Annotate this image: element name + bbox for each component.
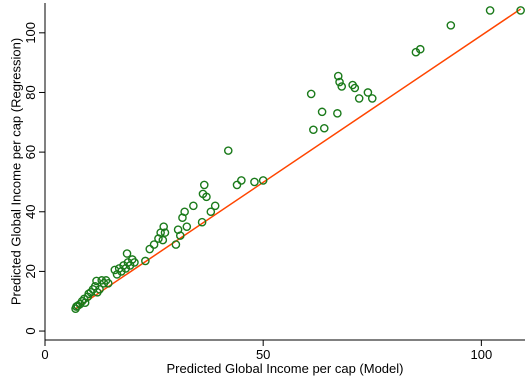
axes-layer: 0 50 100 0 20 40 60 80 100 xyxy=(23,3,525,362)
data-point xyxy=(182,222,192,231)
x-axis-label: Predicted Global Income per cap (Model) xyxy=(166,361,403,376)
y-tick-label: 20 xyxy=(23,264,38,278)
data-point xyxy=(232,180,242,190)
data-point xyxy=(223,146,233,155)
data-point xyxy=(103,279,113,288)
data-point xyxy=(92,276,101,286)
y-tick-label: 0 xyxy=(23,327,38,334)
y-tick-label: 40 xyxy=(23,205,38,219)
data-point xyxy=(175,231,185,240)
data-point xyxy=(159,222,168,231)
data-point xyxy=(171,240,181,249)
x-tick-label: 50 xyxy=(256,347,270,362)
data-point xyxy=(189,201,198,211)
data-point xyxy=(210,201,220,211)
data-point xyxy=(145,244,155,254)
data-point xyxy=(317,107,327,117)
data-point xyxy=(84,289,93,299)
data-point xyxy=(350,83,360,93)
data-point xyxy=(415,44,425,54)
x-tick-label: 0 xyxy=(41,347,48,362)
y-tick-label: 60 xyxy=(23,145,38,159)
data-point xyxy=(206,207,216,217)
data-point xyxy=(197,217,207,227)
data-point xyxy=(446,21,456,30)
data-point xyxy=(202,192,211,202)
data-point xyxy=(199,180,209,190)
data-point xyxy=(141,256,150,266)
data-point xyxy=(333,109,342,118)
data-point xyxy=(306,89,316,99)
data-point xyxy=(363,88,373,97)
data-point xyxy=(485,6,495,15)
data-point xyxy=(516,6,525,15)
data-point xyxy=(180,207,189,217)
data-point xyxy=(354,94,364,103)
data-point xyxy=(158,235,168,245)
data-point xyxy=(258,176,268,185)
data-point xyxy=(160,228,170,237)
x-tick-label: 100 xyxy=(471,347,493,362)
data-point xyxy=(319,123,329,133)
data-point xyxy=(237,176,246,185)
data-point xyxy=(149,240,159,249)
y-tick-label: 80 xyxy=(23,85,38,99)
data-point xyxy=(337,82,347,91)
data-point xyxy=(335,77,344,87)
data-point xyxy=(73,301,83,311)
points-layer xyxy=(71,6,525,313)
data-point xyxy=(95,285,104,294)
fit-line xyxy=(75,8,522,310)
data-point xyxy=(250,177,259,187)
fit-line-layer xyxy=(75,8,522,310)
data-point xyxy=(122,249,132,258)
y-tick-label: 100 xyxy=(23,22,38,44)
y-axis-label: Predicted Global Income per cap (Regress… xyxy=(9,38,24,305)
data-point xyxy=(309,125,318,135)
data-point xyxy=(333,71,343,81)
data-point xyxy=(130,258,139,267)
data-point xyxy=(367,94,377,103)
